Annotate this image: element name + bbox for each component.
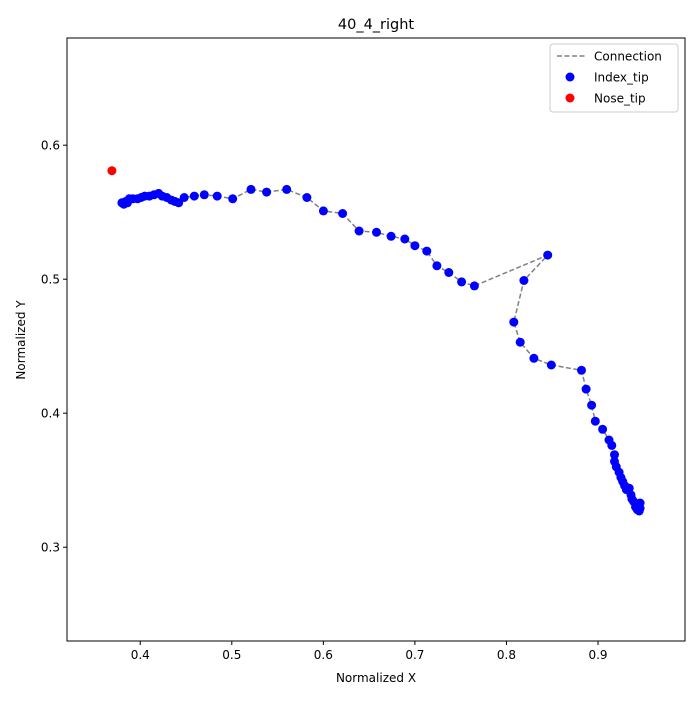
index-tip-point [457,277,467,287]
y-axis-ticks: 0.3 0.4 0.5 0.6 [41,139,67,555]
index-tip-point [610,450,619,460]
index-tip-point [519,276,529,285]
index-tip-point [543,250,553,260]
index-tip-point [338,209,348,218]
index-tip-point [444,268,454,277]
index-tip-point [635,498,645,508]
index-tip-point [590,416,600,426]
index-tip-point [422,246,432,256]
index-tip-point [432,261,442,271]
y-axis-label: Normalized Y [14,300,28,380]
y-tick-label: 0.5 [41,273,60,287]
legend-frame [549,43,679,113]
legend-connection-label: Connection [594,50,662,64]
index-tip-point [262,187,272,197]
y-tick-label: 0.3 [41,541,60,555]
index-tip-point [598,424,608,434]
x-tick-label: 0.9 [588,648,607,662]
index-tip-point [581,384,591,394]
chart-title: 40_4_right [338,17,415,33]
index-tip-point [386,231,396,241]
index-tip-point [587,400,597,410]
index-tip-point [212,191,222,201]
index-tip-point [577,365,586,375]
index-tip-point [469,281,479,291]
index-tip-point [199,190,209,200]
x-tick-label: 0.7 [405,648,424,662]
legend-index-tip-marker [565,72,575,82]
index-tip-point [515,337,525,347]
index-tip-point [607,440,617,450]
index-tip-point [354,226,364,236]
legend-nose-tip-marker [565,93,575,103]
index-tip-point [318,206,328,216]
index-tip-point [509,317,519,327]
index-tip-point [529,353,539,363]
x-tick-label: 0.8 [497,648,516,662]
index-tip-point [410,241,420,251]
index-tip-point [400,234,410,244]
x-tick-label: 0.5 [222,648,241,662]
x-tick-label: 0.6 [314,648,333,662]
index-tip-point [228,194,238,204]
index-tip-point [546,360,556,370]
index-tip-point [246,184,256,194]
legend-nose-tip-label: Nose_tip [594,92,646,106]
legend: Connection Index_tip Nose_tip [549,43,679,113]
x-axis-ticks: 0.4 0.5 0.6 0.7 0.8 0.9 [131,641,608,662]
nose-tip-point [107,166,117,176]
y-tick-label: 0.6 [41,139,60,153]
x-tick-label: 0.4 [131,648,150,662]
plot-area [66,37,686,642]
index-tip-point [372,227,381,237]
index-tip-point [189,191,199,201]
series-layer [107,166,645,516]
x-axis-label: Normalized X [336,671,416,685]
legend-index-tip-label: Index_tip [594,71,649,85]
index-tip-point [282,184,292,194]
index-tip-point [302,193,312,202]
y-tick-label: 0.4 [41,407,60,421]
index-tip-point [179,193,189,202]
